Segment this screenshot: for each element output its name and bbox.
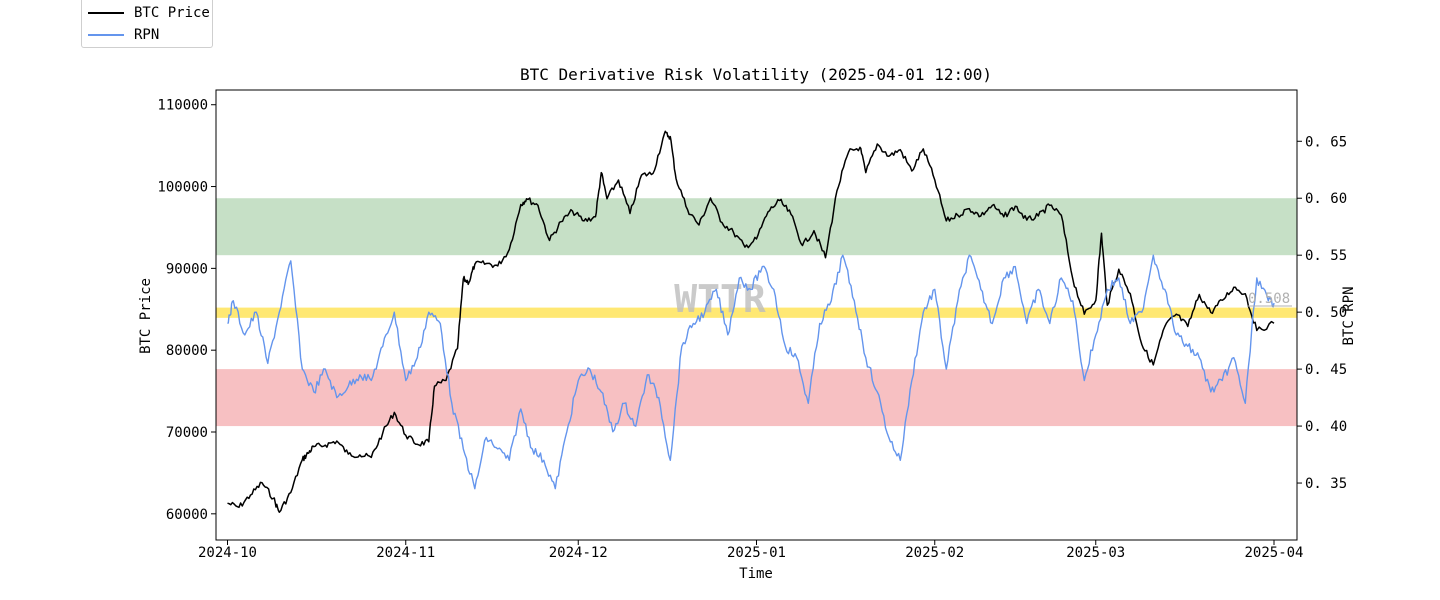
legend-label-rpn: RPN [134,27,160,43]
y-right-tick-label: 0. 50 [1305,305,1347,321]
x-tick-label: 2024-10 [198,545,257,561]
y-right-tick-label: 0. 65 [1305,134,1347,150]
x-tick-label: 2025-02 [905,545,964,561]
legend-swatch-btc-price [88,12,124,14]
legend-swatch-rpn [88,34,124,36]
x-tick-label: 2025-01 [727,545,786,561]
legend: BTC Price RPN [81,0,213,48]
series-line-btc-price [227,130,1275,513]
y-left-tick-label: 60000 [166,507,208,523]
y-right-tick-label: 0. 60 [1305,191,1347,207]
y-left-tick-label: 90000 [166,261,208,277]
axes-layer: 2024-10 2024-11 2024-12 2025-01 2025-02 2025-… [157,98,1347,561]
band-low [216,369,1297,427]
chart-title: BTC Derivative Risk Volatility (2025-04-… [520,65,992,84]
y-left-tick-label: 70000 [166,425,208,441]
y-right-tick-label: 0. 55 [1305,248,1347,264]
y-right-tick-label: 0. 45 [1305,362,1347,378]
band-mid [216,307,1297,318]
series-line-rpn [227,254,1275,490]
legend-label-btc-price: BTC Price [134,5,210,21]
y-axis-label-left: BTC Price [138,278,154,354]
legend-item-rpn: RPN [88,26,159,44]
x-tick-label: 2025-04 [1244,545,1303,561]
y-left-tick-label: 80000 [166,343,208,359]
y-left-tick-label: 110000 [157,98,208,114]
band-high [216,198,1297,256]
x-axis-label: Time [739,566,773,582]
legend-item-btc-price: BTC Price [88,4,210,22]
y-left-tick-label: 100000 [157,180,208,196]
series-layer [227,130,1275,513]
x-tick-label: 2024-12 [549,545,608,561]
current-value-label: 0.508 [1248,291,1290,307]
y-right-tick-label: 0. 35 [1305,476,1347,492]
x-tick-label: 2024-11 [376,545,435,561]
x-tick-label: 2025-03 [1066,545,1125,561]
y-right-tick-label: 0. 40 [1305,419,1347,435]
y-axis-label-right: BTC RPN [1341,286,1357,345]
current-value-marker: 0.508 [1247,291,1292,307]
